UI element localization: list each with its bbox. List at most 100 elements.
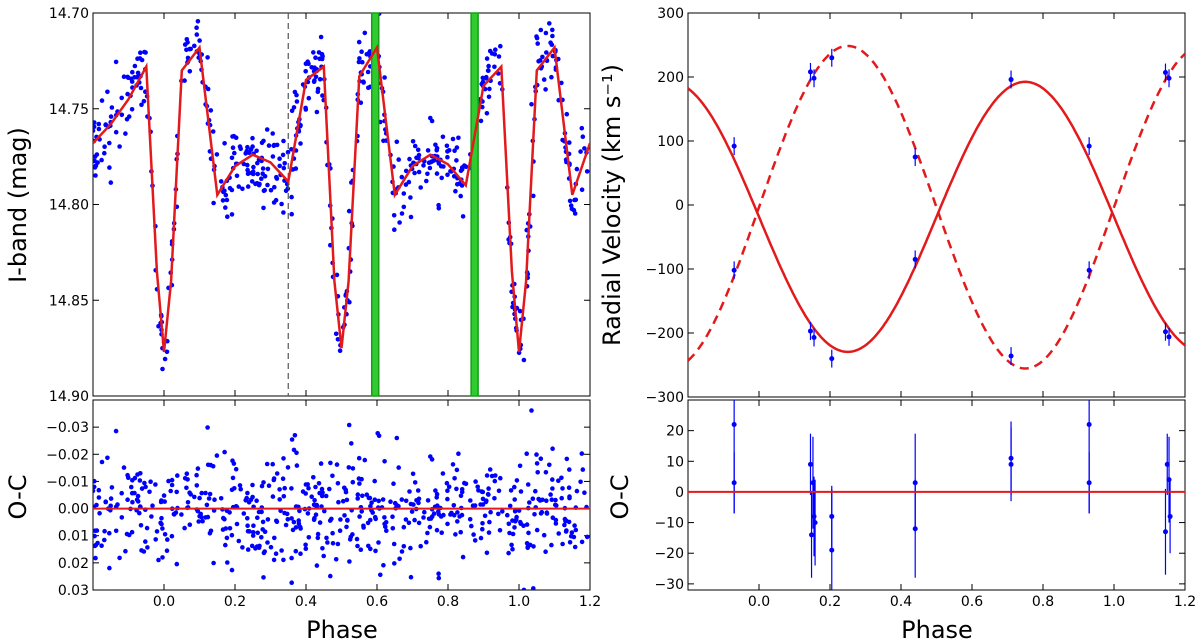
lc-res-xtick-label: 1.2 xyxy=(579,594,601,610)
lc-res-point xyxy=(334,462,340,467)
lc-point xyxy=(279,201,284,207)
lc-point xyxy=(303,107,309,112)
lc-res-point xyxy=(223,542,228,548)
lc-res-point xyxy=(224,535,230,541)
lc-ytick-label: 14.90 xyxy=(49,389,89,405)
lc-res-point xyxy=(200,518,205,524)
lc-point xyxy=(306,95,312,101)
lc-res-point xyxy=(458,529,464,535)
rv-point xyxy=(731,143,737,149)
lc-point xyxy=(248,147,254,152)
lc-point xyxy=(484,74,489,80)
lc-res-point xyxy=(144,525,150,531)
lc-xlabel: Phase xyxy=(306,616,378,643)
lc-res-point xyxy=(534,452,539,457)
lc-point xyxy=(289,211,295,217)
lc-res-point xyxy=(369,500,374,506)
lc-res-point xyxy=(478,535,484,541)
lc-res-point xyxy=(135,472,140,477)
lc-res-point xyxy=(403,517,409,522)
lc-res-point xyxy=(453,532,458,537)
lc-point xyxy=(102,144,107,149)
lc-res-point xyxy=(344,497,350,503)
lc-point xyxy=(493,47,498,52)
lc-res-point xyxy=(156,557,161,563)
lc-point xyxy=(245,184,251,189)
lc-point xyxy=(391,213,397,218)
lc-point xyxy=(223,205,228,210)
lc-point xyxy=(126,114,132,119)
lc-res-point xyxy=(444,480,450,486)
lc-res-point xyxy=(406,520,412,526)
lc-res-point xyxy=(293,548,299,554)
lc-res-point xyxy=(93,542,99,548)
lc-res-point xyxy=(102,528,107,534)
lc-point xyxy=(218,179,224,184)
lc-res-point xyxy=(454,486,459,492)
lc-res-point xyxy=(337,528,343,533)
lc-point xyxy=(429,159,435,164)
lc-point xyxy=(245,144,250,150)
lc-res-point xyxy=(130,499,135,505)
lc-point xyxy=(303,61,309,66)
rv-res-point xyxy=(812,520,818,526)
lc-res-point xyxy=(340,498,346,504)
lc-res-point xyxy=(524,541,530,546)
lc-res-point xyxy=(119,490,124,496)
lc-res-point xyxy=(322,508,327,514)
rv-res-xtick-label: 0.6 xyxy=(961,594,983,610)
lc-point xyxy=(162,356,168,362)
lc-res-point xyxy=(289,486,294,491)
lc-res-point xyxy=(572,523,577,528)
lc-res-point xyxy=(148,479,153,485)
lc-res-point xyxy=(165,537,170,542)
lc-res-point xyxy=(578,479,583,485)
lc-res-point xyxy=(480,496,486,502)
lc-point xyxy=(285,149,291,155)
lc-res-point xyxy=(510,546,515,552)
lc-res-point xyxy=(266,483,272,489)
lc-res-point xyxy=(119,515,125,520)
lc-point xyxy=(132,63,138,69)
lc-res-point xyxy=(535,470,540,475)
lc-point xyxy=(289,108,295,114)
lc-point xyxy=(433,142,438,148)
lc-point xyxy=(113,59,119,65)
lc-res-point xyxy=(175,473,180,478)
lc-res-point xyxy=(315,535,321,541)
lc-res-point xyxy=(484,473,490,478)
lc-res-point xyxy=(204,502,210,508)
lc-point xyxy=(182,42,188,47)
lc-res-point xyxy=(445,496,450,502)
lc-res-point xyxy=(357,481,362,486)
lc-res-point xyxy=(553,497,558,503)
lc-res-point xyxy=(514,478,520,483)
lc-res-point xyxy=(531,586,536,590)
lc-point xyxy=(117,144,122,149)
lc-res-point xyxy=(197,495,202,501)
lc-point xyxy=(160,366,165,372)
lc-point xyxy=(316,50,322,55)
lc-res-point xyxy=(259,535,264,540)
lc-res-point xyxy=(194,472,199,478)
lc-res-point xyxy=(211,560,216,566)
lc-point xyxy=(521,357,527,363)
lc-res-point xyxy=(378,572,383,578)
lc-point xyxy=(294,92,299,98)
lc-point xyxy=(424,178,429,184)
lc-res-point xyxy=(492,478,498,484)
lc-res-point xyxy=(539,509,545,515)
rv-res-ytick-label: 10 xyxy=(666,454,684,470)
lc-res-point xyxy=(212,497,217,503)
lc-res-point xyxy=(579,539,585,545)
lc-res-point xyxy=(335,481,341,486)
rv-ytick-label: −200 xyxy=(646,326,684,342)
lc-point xyxy=(272,184,277,190)
lc-point xyxy=(412,170,417,176)
lc-res-point xyxy=(218,496,224,501)
lc-res-point xyxy=(240,545,245,550)
lc-point xyxy=(459,167,465,172)
lc-res-point xyxy=(294,450,299,456)
lc-res-point xyxy=(194,483,200,488)
lc-point xyxy=(195,19,201,24)
